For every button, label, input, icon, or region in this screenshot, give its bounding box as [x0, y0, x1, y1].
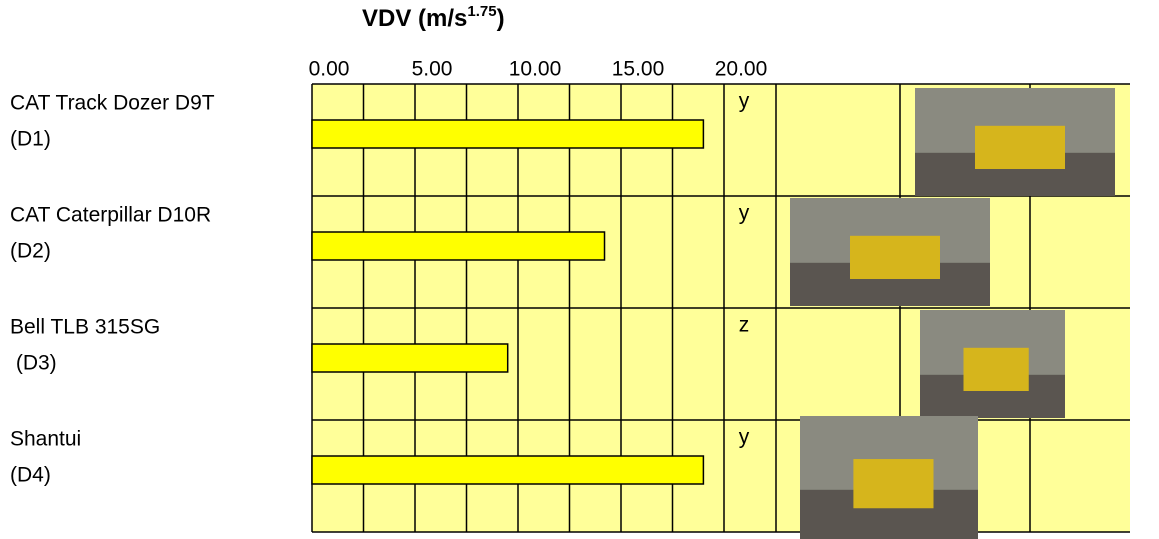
photo-machine — [975, 125, 1065, 169]
chart-title: VDV (m/s1.75) — [362, 3, 505, 32]
x-tick-label: 5.00 — [412, 58, 453, 81]
x-tick-label: 15.00 — [612, 58, 665, 81]
title-end: ) — [497, 5, 505, 32]
axis-label: z — [739, 314, 750, 337]
x-tick-label: 20.00 — [715, 58, 768, 81]
category-code: (D3) — [10, 352, 57, 375]
photo-machine — [850, 235, 940, 279]
title-main: VDV (m/s — [362, 5, 467, 32]
title-superscript: 1.75 — [467, 3, 496, 20]
x-tick-label: 0.00 — [309, 58, 350, 81]
bar — [311, 455, 705, 485]
axis-label: y — [739, 202, 750, 225]
category-code: (D2) — [10, 240, 51, 263]
photo-machine — [853, 459, 934, 509]
category-code: (D1) — [10, 128, 51, 151]
bar — [311, 343, 509, 373]
category-label: Shantui — [10, 428, 81, 451]
bar — [311, 119, 705, 149]
photo-machine — [963, 347, 1029, 391]
category-label: CAT Caterpillar D10R — [10, 204, 211, 227]
category-label: Bell TLB 315SG — [10, 316, 160, 339]
x-tick-label: 10.00 — [509, 58, 562, 81]
axis-label: y — [739, 426, 750, 449]
category-label: CAT Track Dozer D9T — [10, 92, 215, 115]
bar — [311, 231, 606, 261]
category-code: (D4) — [10, 464, 51, 487]
axis-label: y — [739, 90, 750, 113]
